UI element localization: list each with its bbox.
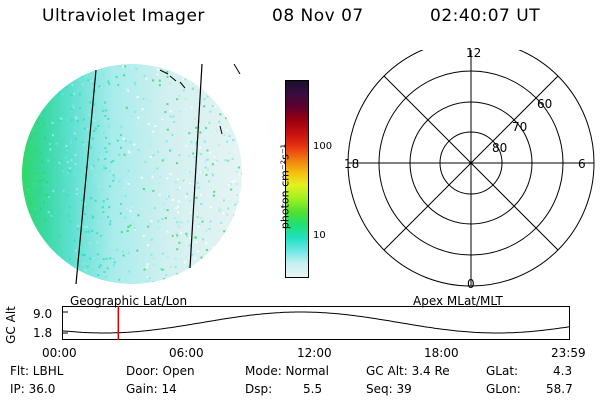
altitude-plot xyxy=(62,306,570,340)
colorbar-tick-10: 10 xyxy=(313,230,326,241)
mlt-label-18: 18 xyxy=(344,157,360,171)
mlt-label-6: 6 xyxy=(578,157,586,171)
instrument-title: Ultraviolet Imager xyxy=(42,6,205,26)
longitude-line xyxy=(75,69,97,285)
polar-grid xyxy=(347,50,595,287)
mlt-label-0: 0 xyxy=(467,277,475,291)
altitude-curve xyxy=(62,311,570,334)
glon-param-value: 58.7 xyxy=(546,382,573,396)
altitude-xtick-1200: 12:00 xyxy=(297,346,332,360)
uv-earth-image xyxy=(22,63,242,285)
lat-label-80: 80 xyxy=(492,141,508,155)
glon-param-label: GLon: xyxy=(486,382,521,396)
projection-right-label: Apex MLat/MLT xyxy=(413,294,503,308)
date-label: 08 Nov 07 xyxy=(272,6,364,26)
coastline xyxy=(159,63,241,135)
altitude-ylabel: GC Alt xyxy=(4,306,18,344)
altitude-ytick-9: 9.0 xyxy=(33,307,53,321)
filter-param: Flt: LBHL xyxy=(10,364,64,378)
longitude-line xyxy=(189,63,203,269)
colorbar-tick-100: 100 xyxy=(313,141,333,152)
dsp-param-label: Dsp: xyxy=(245,382,273,396)
glat-param-label: GLat: xyxy=(486,364,519,378)
door-param: Door: Open xyxy=(126,364,195,378)
projection-left-label: Geographic Lat/Lon xyxy=(70,294,188,308)
time-label: 02:40:07 UT xyxy=(430,6,541,26)
ip-param: IP: 36.0 xyxy=(10,382,56,396)
dsp-param-value: 5.5 xyxy=(303,382,323,396)
lat-label-60: 60 xyxy=(537,97,553,111)
seq-param: Seq: 39 xyxy=(366,382,412,396)
altitude-xtick-2359: 23:59 xyxy=(551,346,586,360)
lat-label-70: 70 xyxy=(512,120,528,134)
colorbar-unit-label: photon cm⁻²s⁻¹ xyxy=(278,143,292,230)
altitude-xtick-0000: 00:00 xyxy=(42,346,77,360)
mode-param: Mode: Normal xyxy=(245,364,329,378)
colorbar xyxy=(285,80,309,278)
colorbar-gradient xyxy=(286,81,308,277)
gain-param: Gain: 14 xyxy=(126,382,177,396)
gc-alt-param: GC Alt: 3.4 Re xyxy=(366,364,450,378)
altitude-xtick-0600: 06:00 xyxy=(169,346,204,360)
altitude-ytick-1-8: 1.8 xyxy=(33,326,53,340)
mlt-label-12: 12 xyxy=(466,46,482,60)
altitude-xtick-1800: 18:00 xyxy=(424,346,459,360)
glat-param-value: 4.3 xyxy=(553,364,573,378)
